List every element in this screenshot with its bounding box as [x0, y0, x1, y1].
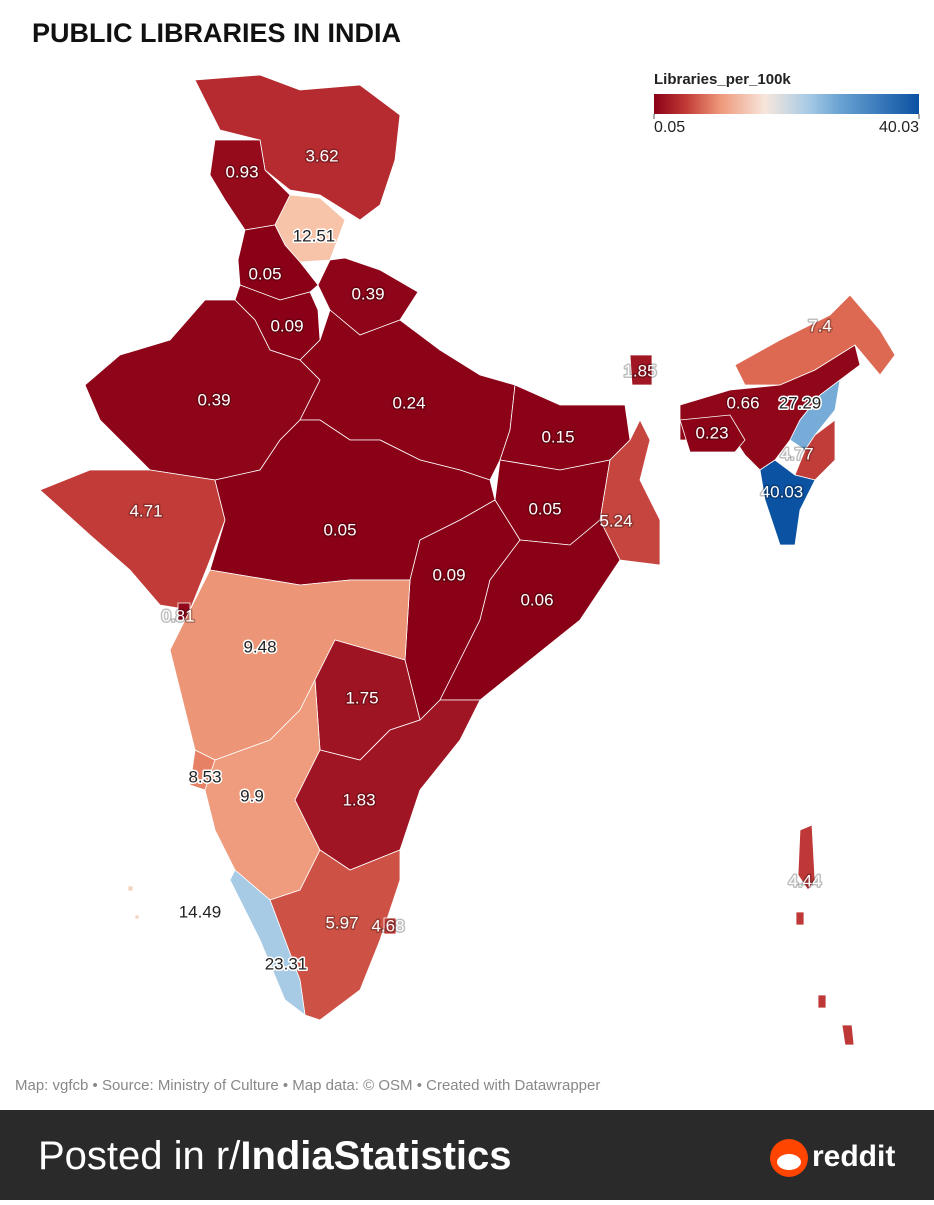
chart-title: PUBLIC LIBRARIES IN INDIA: [32, 18, 401, 48]
region-label: 0.39: [351, 284, 384, 303]
region-label: 23.31: [265, 954, 308, 973]
region: [734, 294, 896, 386]
footer: Map: vgfcb • Source: Ministry of Culture…: [15, 1077, 600, 1094]
region-label: 8.53: [188, 767, 221, 786]
region-label: 14.49: [179, 902, 222, 921]
region-label: 0.81: [161, 606, 194, 625]
region-label: 0.05: [528, 499, 561, 518]
region-label: 7.4: [808, 316, 832, 335]
region-label: 0.66: [726, 393, 759, 412]
region-label: 0.39: [197, 390, 230, 409]
reddit-brand[interactable]: reddit: [812, 1140, 895, 1173]
region: [759, 459, 816, 546]
region-label: 5.97: [325, 913, 358, 932]
legend-min: 0.05: [654, 119, 685, 136]
banner-subreddit[interactable]: IndiaStatistics: [240, 1134, 511, 1178]
banner-prefix: Posted in r/: [38, 1134, 241, 1178]
region-label: 40.03: [761, 482, 804, 501]
region-label: 9.9: [240, 786, 264, 805]
region-label: 0.09: [270, 316, 303, 335]
region: [797, 824, 816, 891]
region-label: 4.68: [371, 916, 404, 935]
color-bar: [654, 94, 919, 114]
region: [383, 917, 397, 935]
region-label: 4.44: [788, 871, 821, 890]
map-regions: [39, 74, 896, 1046]
banner-text: Posted in r/IndiaStatistics: [38, 1134, 512, 1178]
legend-max: 40.03: [879, 119, 919, 136]
region-label: 4.77: [780, 444, 813, 463]
region-label: 0.15: [541, 427, 574, 446]
region-label: 0.06: [520, 590, 553, 609]
region-label: 4.71: [129, 501, 162, 520]
region: [679, 414, 746, 453]
region-label: 0.23: [695, 423, 728, 442]
region-label: 27.29: [779, 393, 822, 412]
region: [841, 1024, 855, 1046]
region: [134, 914, 140, 920]
region-label: 0.93: [225, 162, 258, 181]
region: [817, 994, 827, 1009]
region: [229, 869, 306, 1016]
region: [439, 519, 621, 701]
region: [237, 224, 319, 301]
legend-title: Libraries_per_100k: [654, 71, 791, 88]
map-labels: 3.62 0.93 12.51 0.05 0.39 0.09 0.39 0.24 0.15 1.8…: [128, 145, 833, 975]
region-label: 3.62: [305, 146, 338, 165]
region-label: 1.85: [623, 361, 656, 380]
region: [127, 885, 134, 892]
region-label: 0.09: [432, 565, 465, 584]
region: [294, 699, 481, 871]
region-label: 1.75: [345, 688, 378, 707]
region: [629, 354, 653, 386]
region-label: 0.05: [323, 520, 356, 539]
region: [795, 911, 805, 926]
region-label: 12.51: [293, 226, 336, 245]
region-label: 1.83: [342, 790, 375, 809]
region-label: 9.48: [243, 637, 276, 656]
region-label: 5.24: [599, 511, 632, 530]
region-label: 0.24: [392, 393, 425, 412]
region-label: 0.05: [248, 264, 281, 283]
reddit-logo-face: [777, 1154, 801, 1170]
